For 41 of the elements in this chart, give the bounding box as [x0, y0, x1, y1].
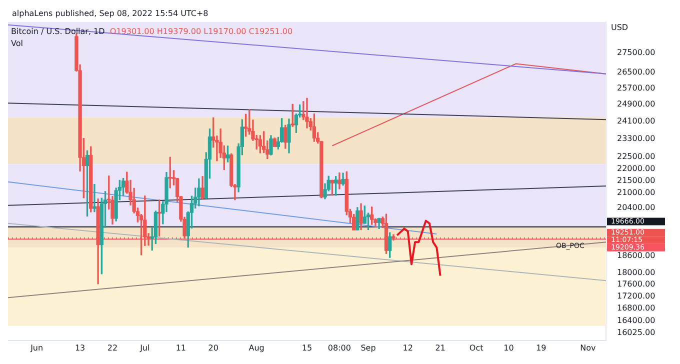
x-tick-label: Oct: [469, 343, 484, 352]
x-tick-label: Jul: [139, 343, 150, 352]
y-tick-label: 26500.00: [617, 67, 656, 76]
x-tick-label: 20: [208, 343, 218, 352]
text: Bitcoin / U.S. Dollar, 1D: [11, 27, 105, 36]
x-tick-label: Nov: [580, 343, 596, 352]
y-tick-label: 23300.00: [617, 134, 656, 144]
y-tick-label: 17600.00: [617, 280, 656, 289]
x-tick-label: Aug: [248, 343, 264, 352]
y-tick-label: 16400.00: [617, 316, 656, 326]
y-tick-label: 24900.00: [617, 100, 656, 109]
y-tick-label: 18600.00: [617, 250, 656, 260]
text: USD: [611, 23, 628, 32]
x-tick-label: Sep: [360, 343, 376, 352]
x-tick-label: 13: [74, 343, 86, 352]
x-tick-label: 10: [504, 343, 514, 352]
y-tick-label: 16025.00: [617, 328, 656, 338]
x-tick-label: 15: [302, 343, 312, 352]
x-tick-label: 11: [176, 343, 186, 352]
y-tick-label: 25700.00: [617, 83, 656, 92]
text: O19301.00 H19379.00 L19170.00 C19251.00: [110, 27, 293, 36]
x-tick-label: 08:00: [328, 343, 351, 352]
annotation: Vol: [11, 39, 23, 48]
y-tick-label: 18000.00: [617, 268, 656, 277]
x-tick-label: 19: [536, 343, 546, 352]
y-tick-label: 22500.00: [617, 152, 656, 162]
x-tick-label: 12: [402, 343, 413, 352]
y-tick-label: 27500.00: [617, 48, 656, 58]
y-tick-label: 21500.00: [617, 176, 656, 185]
x-tick-label: Jun: [30, 343, 44, 352]
candlestick: [305, 98, 309, 128]
candlestick: [92, 184, 96, 212]
y-tick-label: 22000.00: [617, 164, 656, 173]
y-tick-label: 24100.00: [617, 116, 656, 126]
x-tick-label: 21: [435, 343, 446, 352]
y-tick-label: 20400.00: [617, 203, 656, 212]
x-tick-label: 22: [107, 343, 118, 352]
y-tick-label: 17200.00: [617, 291, 656, 300]
text: alphaLens published, Sep 08, 2022 15:54 UTC+8: [12, 9, 208, 18]
y-tick-label: 16800.00: [617, 304, 656, 313]
y-tick-label: 21000.00: [617, 188, 656, 197]
